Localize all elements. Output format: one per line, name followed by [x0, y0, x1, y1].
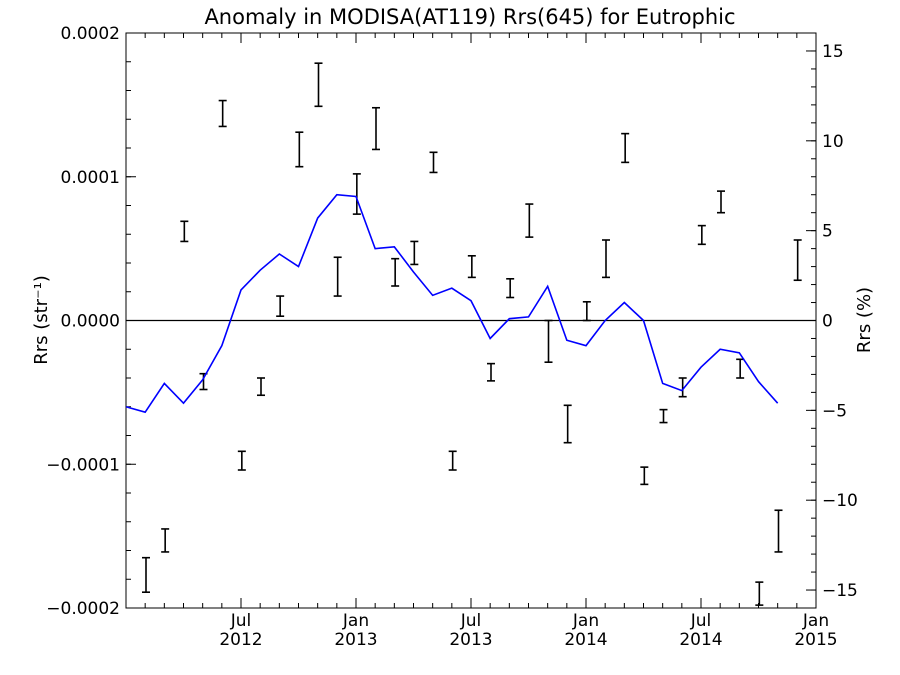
x-tick-label-month: Jul — [460, 611, 482, 631]
y-right-tick-label: 15 — [822, 42, 844, 62]
x-tick-label-month: Jan — [802, 611, 829, 631]
y-left-tick-label: −0.0002 — [46, 599, 120, 619]
error-bar — [678, 377, 687, 398]
error-bar — [774, 509, 783, 553]
x-tick-label-year: 2013 — [334, 630, 377, 650]
x-tick-label-year: 2015 — [794, 630, 837, 650]
error-bar — [487, 362, 495, 382]
anomaly-line-group — [125, 193, 779, 414]
error-bar — [755, 581, 764, 606]
y-axis-right-label: Rrs (%) — [854, 287, 875, 353]
error-bar — [352, 173, 361, 215]
error-bar — [276, 295, 285, 317]
error-bar — [180, 220, 189, 243]
error-bar — [563, 404, 572, 444]
error-bar — [410, 240, 419, 266]
x-tick-label-year: 2014 — [679, 630, 722, 650]
y-left-tick-label: 0.0001 — [61, 168, 120, 188]
axes: 0.0002 0.0001 0.0000 −0.0001 −0.0002 15 10 5 0 −5… — [46, 24, 858, 650]
error-bar — [295, 131, 304, 168]
error-bar — [391, 257, 400, 287]
error-bar — [621, 132, 630, 164]
error-bar — [142, 556, 150, 593]
error-bar — [161, 528, 170, 553]
error-bar — [467, 255, 476, 279]
error-bar — [602, 239, 610, 279]
y-left-tick-label: 0.0002 — [61, 24, 120, 44]
x-tick-label-year: 2014 — [564, 630, 607, 650]
x-tick-label-year: 2013 — [449, 630, 492, 650]
x-tick-label-month: Jul — [690, 611, 712, 631]
y-right-tick-label: 10 — [822, 132, 844, 152]
error-bar — [314, 62, 323, 108]
x-tick-label-month: Jul — [230, 611, 252, 631]
error-bar — [544, 319, 553, 363]
chart-title: Anomaly in MODISA(AT119) Rrs(645) for Eu… — [204, 5, 735, 29]
x-tick-label-month: Jan — [342, 611, 369, 631]
error-bar — [333, 256, 342, 297]
y-left-tick-label: 0.0000 — [61, 312, 120, 332]
error-bar — [659, 408, 668, 424]
error-bars — [142, 62, 802, 606]
error-bar — [372, 106, 380, 151]
error-bar — [506, 278, 515, 299]
y-right-tick-label: −15 — [822, 581, 858, 601]
error-bar — [736, 358, 745, 379]
error-bar — [525, 203, 534, 238]
y-right-tick-label: 0 — [822, 312, 833, 332]
y-axis-left-label: Rrs (str⁻¹) — [31, 275, 52, 365]
error-bar — [640, 466, 649, 486]
error-bar — [697, 224, 706, 246]
error-bar — [218, 99, 227, 128]
x-tick-label-year: 2012 — [219, 630, 262, 650]
y-right-tick-label: −5 — [822, 401, 847, 421]
anomaly-line — [125, 193, 779, 414]
error-bar — [429, 151, 438, 174]
error-bar — [793, 239, 802, 282]
error-bar — [237, 450, 246, 471]
x-tick-label-month: Jan — [572, 611, 599, 631]
y-right-tick-label: −10 — [822, 491, 858, 511]
error-bar — [582, 301, 591, 322]
error-bar — [717, 190, 725, 214]
error-bar — [257, 377, 265, 397]
error-bar — [448, 450, 457, 471]
y-right-tick-label: 5 — [822, 222, 833, 242]
y-left-tick-label: −0.0001 — [46, 455, 120, 475]
